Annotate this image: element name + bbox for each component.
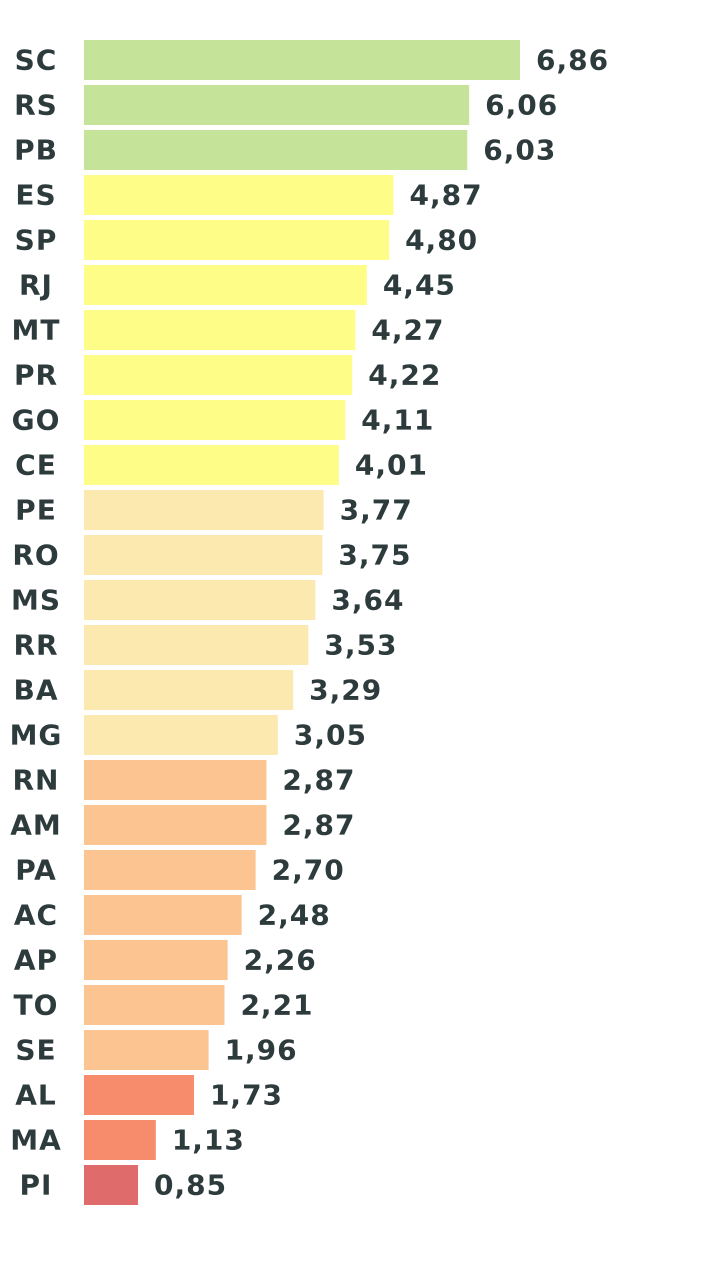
category-label: ES <box>15 179 56 212</box>
bar <box>84 1120 156 1160</box>
value-label: 4,45 <box>383 269 456 302</box>
bar <box>84 445 339 485</box>
category-label: PE <box>15 494 57 527</box>
category-label: AM <box>10 809 62 842</box>
bar <box>84 40 521 80</box>
value-label: 1,13 <box>172 1124 245 1157</box>
value-label: 4,27 <box>371 314 444 347</box>
category-label: PB <box>14 134 58 167</box>
value-label: 4,01 <box>355 449 428 482</box>
bar <box>84 715 278 755</box>
category-label: SE <box>15 1034 56 1067</box>
value-label: 0,85 <box>154 1169 227 1202</box>
value-label: 4,80 <box>405 224 478 257</box>
bar <box>84 940 228 980</box>
value-label: 2,87 <box>282 809 355 842</box>
value-label: 3,75 <box>338 539 411 572</box>
category-label: PR <box>14 359 58 392</box>
bar <box>84 1075 194 1115</box>
bar <box>84 535 323 575</box>
bar <box>84 850 256 890</box>
bar <box>84 310 356 350</box>
bar <box>84 805 267 845</box>
bar <box>84 670 294 710</box>
value-label: 3,64 <box>331 584 404 617</box>
bar <box>84 220 390 260</box>
category-label: RR <box>13 629 58 662</box>
category-label: SC <box>15 44 58 77</box>
category-label: RJ <box>19 269 53 302</box>
bar <box>84 400 346 440</box>
value-label: 6,86 <box>536 44 609 77</box>
value-label: 2,26 <box>244 944 317 977</box>
bar <box>84 490 324 530</box>
bar <box>84 760 267 800</box>
bar <box>84 355 353 395</box>
value-label: 2,87 <box>282 764 355 797</box>
bar <box>84 580 316 620</box>
category-label: RO <box>12 539 59 572</box>
category-label: AC <box>14 899 58 932</box>
category-label: AL <box>15 1079 57 1112</box>
value-label: 4,87 <box>410 179 483 212</box>
value-label: 1,73 <box>210 1079 283 1112</box>
category-label: AP <box>14 944 58 977</box>
category-label: TO <box>14 989 59 1022</box>
bar <box>84 1165 139 1205</box>
value-label: 6,03 <box>483 134 556 167</box>
category-label: GO <box>12 404 61 437</box>
category-label: MG <box>10 719 63 752</box>
value-label: 3,77 <box>340 494 413 527</box>
category-label: MA <box>10 1124 62 1157</box>
value-label: 3,53 <box>324 629 397 662</box>
value-label: 2,70 <box>272 854 345 887</box>
value-label: 4,22 <box>368 359 441 392</box>
value-label: 3,05 <box>294 719 367 752</box>
bar <box>84 85 470 125</box>
value-label: 2,21 <box>240 989 313 1022</box>
bar <box>84 985 225 1025</box>
value-label: 1,96 <box>225 1034 298 1067</box>
bar <box>84 175 394 215</box>
category-label: PA <box>15 854 57 887</box>
category-label: CE <box>15 449 57 482</box>
bar <box>84 895 242 935</box>
bar <box>84 1030 209 1070</box>
category-label: MS <box>11 584 61 617</box>
bar <box>84 265 367 305</box>
category-label: BA <box>13 674 58 707</box>
bar <box>84 625 309 665</box>
value-label: 2,48 <box>258 899 331 932</box>
category-label: MT <box>12 314 61 347</box>
category-label: SP <box>15 224 58 257</box>
value-label: 4,11 <box>361 404 434 437</box>
category-label: RN <box>13 764 60 797</box>
bar <box>84 130 468 170</box>
category-label: PI <box>20 1169 53 1202</box>
value-label: 3,29 <box>309 674 382 707</box>
category-label: RS <box>14 89 58 122</box>
value-label: 6,06 <box>485 89 558 122</box>
